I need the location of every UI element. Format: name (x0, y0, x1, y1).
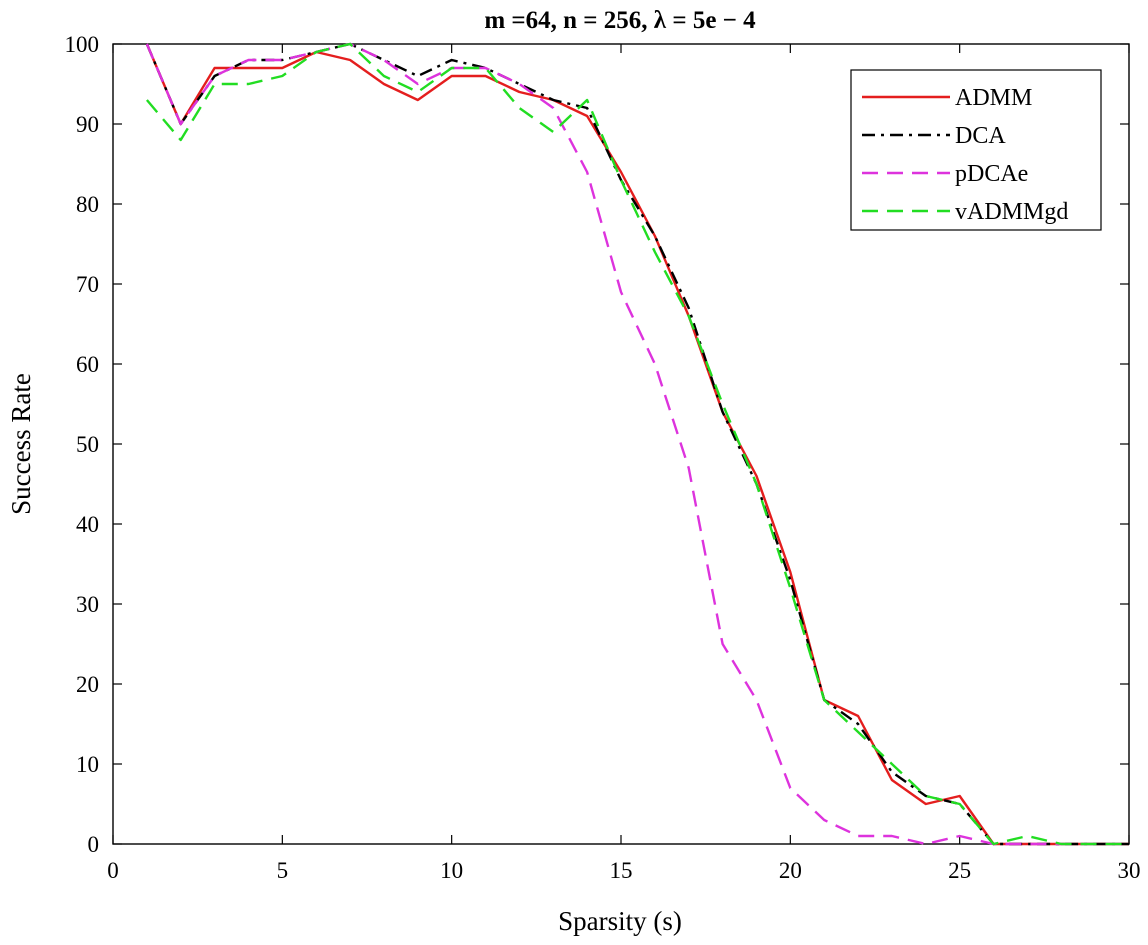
series-line-vadmmgd (145, 42, 1129, 846)
y-tick-label: 20 (76, 672, 99, 697)
chart-title: m =64, n = 256, λ = 5e − 4 (484, 7, 756, 34)
axis-ticks: 0 5 10 15 20 25 30 0 10 20 30 40 50 60 70 80 90 100 (65, 32, 1141, 883)
x-tick-label: 25 (948, 858, 971, 883)
legend-box (850, 69, 1102, 231)
legend-label-dca: DCA (955, 123, 1006, 149)
series-layer (145, 42, 1129, 846)
y-tick-label: 70 (76, 272, 99, 297)
x-tick-label: 15 (610, 858, 633, 883)
series-line-admm (145, 43, 1129, 846)
x-tick-label: 20 (779, 858, 802, 883)
x-tick-label: 30 (1118, 858, 1141, 883)
x-axis-label: Sparsity (s) (558, 906, 682, 936)
series-line-pdcae (145, 42, 1129, 846)
series-line-dca (145, 42, 1129, 846)
y-tick-label: 100 (65, 32, 100, 57)
legend-label-vadmmgd: vADMMgd (955, 199, 1068, 225)
y-tick-label: 30 (76, 592, 99, 617)
legend-label-admm: ADMM (955, 85, 1032, 111)
y-tick-label: 60 (76, 352, 99, 377)
y-tick-label: 80 (76, 192, 99, 217)
x-tick-label: 10 (440, 858, 463, 883)
legend: ADMM DCA pDCAe vADMMgd (850, 69, 1102, 231)
y-tick-label: 50 (76, 432, 99, 457)
y-tick-label: 0 (88, 832, 100, 857)
legend-label-pdcae: pDCAe (955, 161, 1028, 187)
x-tick-label: 0 (107, 858, 119, 883)
y-tick-label: 10 (76, 752, 99, 777)
y-tick-label: 90 (76, 112, 99, 137)
y-tick-label: 40 (76, 512, 99, 537)
y-axis-label: Success Rate (6, 373, 36, 515)
x-tick-label: 5 (277, 858, 289, 883)
